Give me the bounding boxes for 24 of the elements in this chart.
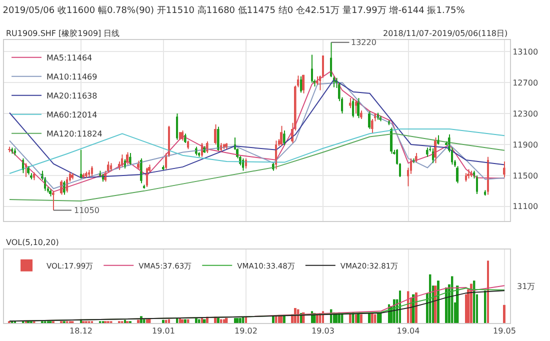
annotation: 13220	[351, 38, 376, 47]
x-tick-label: 19.04	[396, 326, 420, 336]
x-tick-label: 19.02	[234, 326, 258, 336]
x-tick-label: 18.12	[70, 326, 92, 336]
legend-label: MA10:11469	[46, 72, 98, 82]
legend-label: MA60:12014	[46, 110, 98, 120]
y-tick-label: 11100	[512, 202, 538, 212]
legend-label: MA5:11464	[46, 53, 92, 62]
chart-title: 2019/05/06 收11600 幅0.78%(90) 开11510 高11680 低11475 结0 仓42.51万 量17.99万 增-6144 振1.75%	[2, 5, 466, 16]
y-tick-label: 13100	[512, 47, 538, 56]
text: 31万	[517, 282, 536, 291]
y-tick-label: 12700	[512, 78, 538, 88]
chart-subtitle: RU1909.SHF [橡胶1909] 日线	[6, 29, 120, 38]
y-tick-label: 11900	[512, 140, 538, 150]
chart-title: VOL(5,10,20)	[6, 238, 59, 247]
y-tick-label: 11500	[512, 171, 538, 180]
x-tick-label: 19.01	[152, 326, 175, 336]
text: 2018/11/07-2019/05/06(118日)	[383, 29, 508, 38]
legend-label: MA120:11824	[46, 129, 102, 138]
x-tick-label: 19.03	[312, 326, 334, 336]
y-tick-label: 12300	[512, 109, 538, 118]
legend-label: MA20:11638	[46, 91, 98, 100]
x-tick-label: 19.05	[493, 326, 516, 336]
annotation: 11050	[74, 206, 100, 215]
